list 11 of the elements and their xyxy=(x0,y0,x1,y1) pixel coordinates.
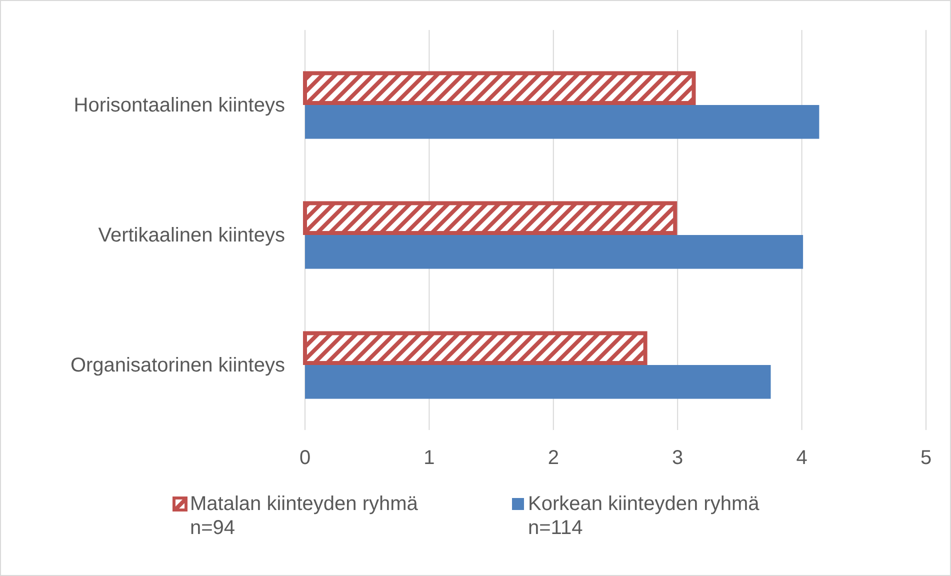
y-tick-label: Horisontaalinen kiinteys xyxy=(74,94,285,116)
legend-label: Korkean kiinteyden ryhmä n=114 xyxy=(528,493,760,539)
y-tick-label: Vertikaalinen kiinteys xyxy=(98,224,285,246)
x-tick-label: 3 xyxy=(672,447,684,470)
x-tick-label: 1 xyxy=(424,447,435,470)
legend-label: Matalan kiinteyden ryhmä n=94 xyxy=(190,493,419,539)
x-tick-label: 2 xyxy=(548,447,559,470)
x-tick-label: 5 xyxy=(920,447,932,470)
x-tick-label: 4 xyxy=(796,447,808,470)
y-tick-label: Organisatorinen kiinteys xyxy=(70,354,285,376)
x-tick-label: 0 xyxy=(299,447,311,470)
